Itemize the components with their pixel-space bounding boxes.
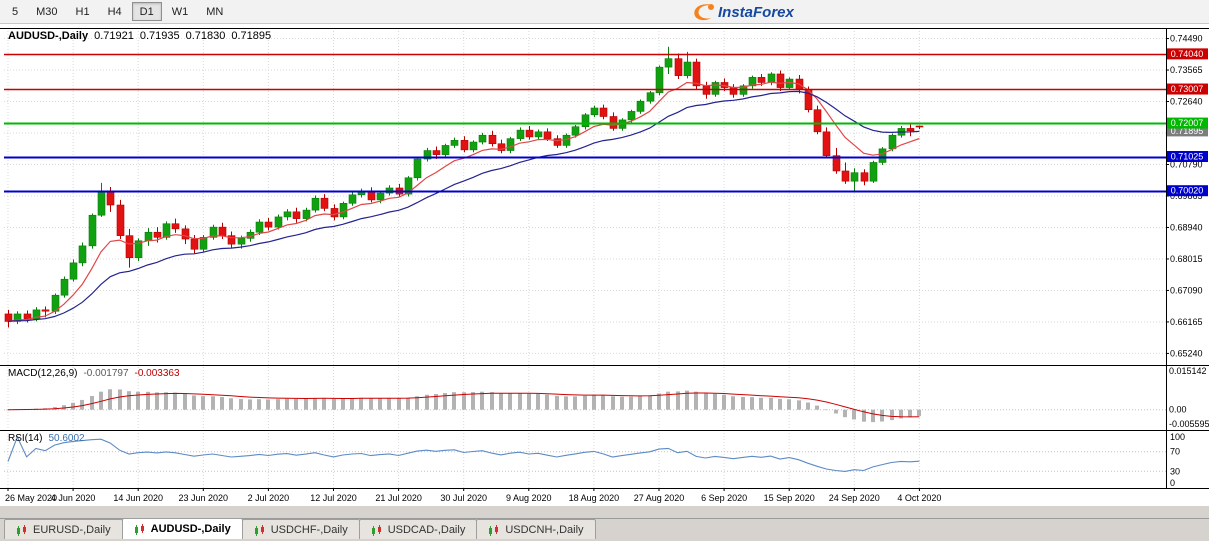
- svg-text:0.74490: 0.74490: [1170, 34, 1203, 44]
- chart-tab-icon: [254, 524, 264, 536]
- svg-text:4 Oct 2020: 4 Oct 2020: [897, 493, 941, 503]
- svg-text:0.70020: 0.70020: [1171, 186, 1204, 196]
- svg-text:0.67090: 0.67090: [1170, 285, 1203, 295]
- chart-tab-usdcnh[interactable]: USDCNH-,Daily: [476, 519, 596, 539]
- svg-text:12 Jul 2020: 12 Jul 2020: [310, 493, 357, 503]
- rsi-label: RSI(14) 50.6002: [8, 433, 85, 444]
- timeframe-button-D1[interactable]: D1: [131, 2, 162, 21]
- svg-text:0.015142: 0.015142: [1169, 366, 1207, 376]
- chart-tab-icon: [134, 524, 144, 535]
- chart-tab-usdchf[interactable]: USDCHF-,Daily: [241, 519, 360, 539]
- svg-text:6 Sep 2020: 6 Sep 2020: [701, 493, 747, 503]
- svg-text:0.71895: 0.71895: [1171, 126, 1204, 136]
- panel-borders: [0, 28, 1209, 489]
- svg-text:0.68015: 0.68015: [1170, 254, 1203, 264]
- macd-panel: [4, 389, 1166, 423]
- svg-text:23 Jun 2020: 23 Jun 2020: [179, 493, 229, 503]
- svg-text:0.66165: 0.66165: [1170, 317, 1203, 327]
- svg-text:70: 70: [1170, 447, 1180, 457]
- chart-canvas[interactable]: 0.652400.661650.670900.680150.689400.698…: [0, 24, 1209, 506]
- chart-tab-usdcad[interactable]: USDCAD-,Daily: [358, 519, 478, 539]
- svg-text:0.72640: 0.72640: [1170, 97, 1203, 107]
- ohlc-low: 0.71830: [185, 30, 226, 42]
- price-axis: 0.652400.661650.670900.680150.689400.698…: [1166, 34, 1209, 488]
- chart-tab-icon: [371, 524, 381, 536]
- chart-symbol-period: AUDUSD-,Daily: [8, 30, 89, 42]
- svg-text:21 Jul 2020: 21 Jul 2020: [375, 493, 422, 503]
- logo-comet-icon: [708, 4, 714, 10]
- svg-text:0.74040: 0.74040: [1171, 49, 1204, 59]
- moving-average-8: [7, 81, 920, 322]
- timeframe-bar: 5 M30 H1 H4 D1 W1 MN: [4, 2, 233, 21]
- rsi-name: RSI(14): [8, 433, 43, 444]
- svg-text:15 Sep 2020: 15 Sep 2020: [764, 493, 815, 503]
- macd-label: MACD(12,26,9) -0.001797 -0.003363: [8, 368, 180, 379]
- ohlc-close: 0.71895: [231, 30, 272, 42]
- macd-signal-value: -0.003363: [134, 368, 180, 379]
- ohlc-high: 0.71935: [139, 30, 180, 42]
- chart-title: AUDUSD-,Daily 0.71921 0.71935 0.71830 0.…: [8, 30, 271, 42]
- svg-text:0.73007: 0.73007: [1171, 84, 1204, 94]
- svg-text:30 Jul 2020: 30 Jul 2020: [440, 493, 487, 503]
- chart-tab-audusd[interactable]: AUDUSD-,Daily: [121, 518, 243, 539]
- moving-average-20: [7, 90, 920, 322]
- chart-tab-label: EURUSD-,Daily: [33, 523, 111, 536]
- svg-text:30: 30: [1170, 466, 1180, 476]
- svg-text:0.00: 0.00: [1169, 405, 1187, 415]
- svg-text:24 Sep 2020: 24 Sep 2020: [829, 493, 880, 503]
- svg-text:-0.005595: -0.005595: [1169, 419, 1209, 429]
- svg-text:0.73565: 0.73565: [1170, 65, 1203, 75]
- macd-name: MACD(12,26,9): [8, 368, 78, 379]
- svg-text:4 Jun 2020: 4 Jun 2020: [51, 493, 96, 503]
- chart-tab-label: USDCAD-,Daily: [387, 523, 466, 536]
- macd-value: -0.001797: [83, 368, 129, 379]
- chart-tab-label: AUDUSD-,Daily: [150, 523, 231, 535]
- grid: [4, 28, 1166, 488]
- svg-text:100: 100: [1170, 432, 1185, 442]
- horizontal-lines[interactable]: [4, 53, 1166, 193]
- price-badges: 0.71895 0.74040 0.73007 0.72007 0.71025 0.700…: [1167, 48, 1208, 197]
- timeframe-button-5[interactable]: 5: [12, 5, 19, 18]
- chart-tab-bar: EURUSD-,Daily AUDUSD-,Daily USDCHF-,Daily U…: [0, 518, 1209, 539]
- svg-text:0: 0: [1170, 478, 1175, 488]
- timeframe-button-MN[interactable]: MN: [206, 5, 224, 18]
- ohlc-open: 0.71921: [94, 30, 134, 42]
- chart-tab-icon: [489, 524, 499, 536]
- svg-text:18 Aug 2020: 18 Aug 2020: [569, 493, 620, 503]
- broker-logo: InstaForex: [694, 4, 795, 21]
- timeframe-button-H1[interactable]: H1: [75, 5, 90, 18]
- svg-text:14 Jun 2020: 14 Jun 2020: [113, 493, 163, 503]
- logo-text: InstaForex: [718, 4, 795, 21]
- svg-text:0.70790: 0.70790: [1170, 160, 1203, 170]
- svg-text:0.71025: 0.71025: [1171, 152, 1204, 162]
- timeframe-button-W1[interactable]: W1: [171, 5, 189, 18]
- timeframe-button-M30[interactable]: M30: [36, 5, 58, 18]
- chart-tab-label: USDCNH-,Daily: [505, 523, 584, 536]
- svg-text:0.65240: 0.65240: [1170, 348, 1203, 358]
- timeframe-button-H4[interactable]: H4: [107, 5, 122, 18]
- chart-tab-label: USDCHF-,Daily: [270, 523, 348, 536]
- svg-text:0.68940: 0.68940: [1170, 222, 1203, 232]
- rsi-value: 50.6002: [48, 433, 85, 444]
- svg-text:0.72007: 0.72007: [1171, 118, 1204, 128]
- svg-text:27 Aug 2020: 27 Aug 2020: [634, 493, 685, 503]
- svg-text:26 May 2020: 26 May 2020: [5, 493, 57, 503]
- svg-text:2 Jul 2020: 2 Jul 2020: [248, 493, 290, 503]
- logo-swoosh-icon: [694, 4, 712, 21]
- chart-tab-eurusd[interactable]: EURUSD-,Daily: [4, 519, 123, 539]
- chart-tab-icon: [17, 524, 26, 536]
- rsi-panel: [4, 435, 1166, 472]
- svg-text:9 Aug 2020: 9 Aug 2020: [506, 493, 552, 503]
- toolbar: 5 M30 H1 H4 D1 W1 MN InstaForex: [0, 0, 1209, 24]
